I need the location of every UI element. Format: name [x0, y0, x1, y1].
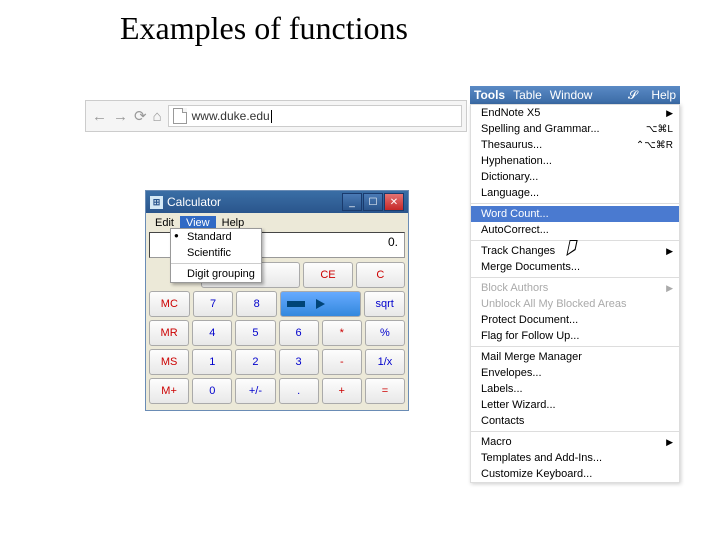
- mi-labels[interactable]: Labels...: [471, 381, 679, 397]
- calc-mr-button[interactable]: MR: [149, 320, 189, 346]
- menu-separator: [471, 431, 679, 432]
- calc-1-button[interactable]: 1: [192, 349, 232, 375]
- menubar-tools[interactable]: Tools: [474, 88, 505, 102]
- mi-macro[interactable]: Macro▶: [471, 434, 679, 450]
- menu-separator: [471, 277, 679, 278]
- mi-autocorrect[interactable]: AutoCorrect...: [471, 222, 679, 238]
- calc-2-button[interactable]: 2: [235, 349, 275, 375]
- menubar-help[interactable]: Help: [651, 88, 676, 102]
- mi-protect[interactable]: Protect Document...: [471, 312, 679, 328]
- minimize-button[interactable]: _: [342, 193, 362, 211]
- mi-flag[interactable]: Flag for Follow Up...: [471, 328, 679, 344]
- page-icon: [173, 108, 187, 124]
- mi-blockauthors: Block Authors▶: [471, 280, 679, 296]
- url-input[interactable]: www.duke.edu: [168, 105, 462, 127]
- dropdown-digit-grouping[interactable]: Digit grouping: [171, 266, 261, 282]
- mi-unblock: Unblock All My Blocked Areas: [471, 296, 679, 312]
- url-text: www.duke.edu: [192, 109, 270, 123]
- calc-minus-button[interactable]: -: [322, 349, 362, 375]
- calc-4-button[interactable]: 4: [192, 320, 232, 346]
- forward-icon[interactable]: →: [113, 108, 128, 125]
- maximize-button[interactable]: ☐: [363, 193, 383, 211]
- mi-language[interactable]: Language...: [471, 185, 679, 201]
- view-dropdown: Standard Scientific Digit grouping: [170, 228, 262, 283]
- calculator-window: ⊞ Calculator _ ☐ ✕ Edit View Help Standa…: [145, 190, 409, 411]
- calc-negate-button[interactable]: +/-: [235, 378, 275, 404]
- calc-plus-button[interactable]: +: [322, 378, 362, 404]
- mi-wordcount[interactable]: Word Count...: [471, 206, 679, 222]
- mi-trackchanges[interactable]: Track Changes▶: [471, 243, 679, 259]
- calc-equals-button[interactable]: =: [365, 378, 405, 404]
- mi-hyphenation[interactable]: Hyphenation...: [471, 153, 679, 169]
- calc-7-button[interactable]: 7: [193, 291, 234, 317]
- calc-mplus-button[interactable]: M+: [149, 378, 189, 404]
- menu-separator: [471, 346, 679, 347]
- calc-percent-button[interactable]: %: [365, 320, 405, 346]
- mi-mergedocs[interactable]: Merge Documents...: [471, 259, 679, 275]
- calculator-title-text: Calculator: [167, 195, 221, 209]
- calc-decimal-button[interactable]: .: [279, 378, 319, 404]
- dropdown-scientific[interactable]: Scientific: [171, 245, 261, 261]
- calc-ce-button[interactable]: CE: [303, 262, 352, 288]
- menubar-window[interactable]: Window: [550, 88, 593, 102]
- chevron-right-icon: ▶: [666, 246, 673, 257]
- back-icon[interactable]: ←: [92, 108, 107, 125]
- tools-dropdown: EndNote X5▶ Spelling and Grammar...⌥⌘L T…: [470, 104, 680, 483]
- mi-contacts[interactable]: Contacts: [471, 413, 679, 429]
- mi-letterwiz[interactable]: Letter Wizard...: [471, 397, 679, 413]
- calc-inverse-button[interactable]: 1/x: [365, 349, 405, 375]
- mi-dictionary[interactable]: Dictionary...: [471, 169, 679, 185]
- calc-8-button[interactable]: 8: [236, 291, 277, 317]
- calculator-icon: ⊞: [150, 196, 163, 209]
- calc-ms-button[interactable]: MS: [149, 349, 189, 375]
- text-cursor: [271, 110, 272, 123]
- mi-endnote[interactable]: EndNote X5▶: [471, 105, 679, 121]
- chevron-right-icon: ▶: [666, 283, 673, 294]
- mi-thesaurus[interactable]: Thesaurus...⌃⌥⌘R: [471, 137, 679, 153]
- close-button[interactable]: ✕: [384, 193, 404, 211]
- calculator-titlebar[interactable]: ⊞ Calculator _ ☐ ✕: [146, 191, 408, 213]
- page-title: Examples of functions: [120, 10, 408, 47]
- menu-separator: [471, 240, 679, 241]
- calc-6-button[interactable]: 6: [279, 320, 319, 346]
- menu-separator: [471, 203, 679, 204]
- mac-menu: Tools Table Window 𝓢 Help EndNote X5▶ Sp…: [470, 86, 680, 483]
- mi-customize[interactable]: Customize Keyboard...: [471, 466, 679, 482]
- calc-0-button[interactable]: 0: [192, 378, 232, 404]
- calc-c-button[interactable]: C: [356, 262, 405, 288]
- menubar-table[interactable]: Table: [513, 88, 542, 102]
- mi-envelopes[interactable]: Envelopes...: [471, 365, 679, 381]
- home-icon[interactable]: ⌂: [153, 108, 162, 125]
- calc-sqrt-button[interactable]: sqrt: [364, 291, 405, 317]
- mi-mailmerge[interactable]: Mail Merge Manager: [471, 349, 679, 365]
- chevron-right-icon: ▶: [666, 108, 673, 119]
- mi-templates[interactable]: Templates and Add-Ins...: [471, 450, 679, 466]
- chevron-right-icon: ▶: [666, 437, 673, 448]
- calc-5-button[interactable]: 5: [235, 320, 275, 346]
- browser-toolbar: ← → ⟳ ⌂ www.duke.edu: [85, 100, 467, 132]
- calc-arrow-button[interactable]: [280, 291, 361, 317]
- mac-menubar: Tools Table Window 𝓢 Help: [470, 86, 680, 104]
- mi-spelling[interactable]: Spelling and Grammar...⌥⌘L: [471, 121, 679, 137]
- calc-3-button[interactable]: 3: [279, 349, 319, 375]
- reload-icon[interactable]: ⟳: [134, 107, 147, 125]
- calc-multiply-button[interactable]: *: [322, 320, 362, 346]
- dropdown-separator: [171, 263, 261, 264]
- dropdown-standard[interactable]: Standard: [171, 229, 261, 245]
- calc-mc-button[interactable]: MC: [149, 291, 190, 317]
- script-icon[interactable]: 𝓢: [628, 88, 637, 103]
